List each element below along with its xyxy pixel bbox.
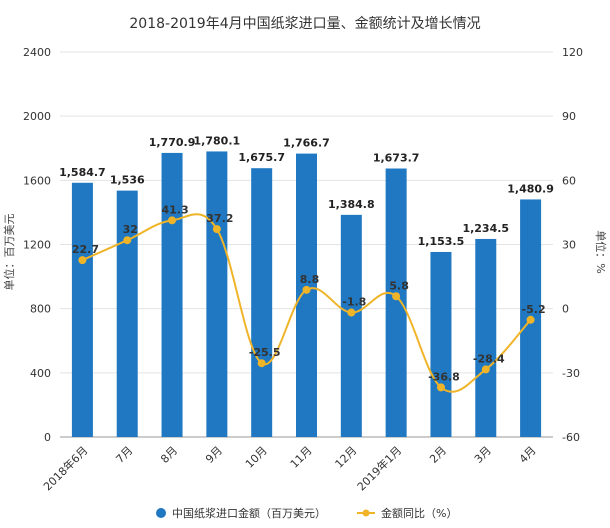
left-axis-ticks: 0 400 800 1200 1600 2000 2400 (23, 46, 51, 444)
bar (340, 214, 362, 437)
legend: 中国纸浆进口金额（百万美元） 金额同比（%） (156, 506, 457, 520)
line-data-label: 41.3 (161, 203, 188, 216)
legend-bar-marker (156, 508, 166, 518)
line-series: 22.7 32 41.3 37.2 -25.5 8.8 -1.8 5.8 -36.8 -28.4 -… (72, 203, 546, 393)
right-tick-label: 90 (562, 110, 576, 123)
right-tick-label: 60 (562, 174, 576, 187)
bar-data-label: 1,770.9 (149, 136, 196, 149)
x-tick-label: 4月 (517, 444, 539, 466)
x-tick-label: 9月 (203, 444, 225, 466)
x-tick-label: 8月 (158, 444, 180, 466)
line-point (526, 315, 535, 324)
line-point (123, 236, 132, 245)
line-point (168, 216, 177, 225)
bar (251, 168, 273, 437)
x-tick-label: 2018年6月 (40, 443, 90, 493)
right-axis-label: 单位：% (594, 230, 608, 273)
bar-data-label: 1,584.7 (59, 166, 106, 179)
line-point (302, 285, 311, 294)
line-data-label: 22.7 (72, 243, 99, 256)
bar-data-label: 1,234.5 (462, 222, 509, 235)
x-tick-label: 11月 (288, 444, 315, 471)
chart-title: 2018-2019年4月中国纸浆进口量、金额统计及增长情况 (129, 16, 480, 32)
x-tick-label: 3月 (472, 444, 494, 466)
left-tick-label: 800 (30, 303, 51, 316)
bar (296, 153, 317, 438)
line-data-label: -36.8 (428, 370, 460, 383)
left-tick-label: 0 (44, 431, 51, 444)
line-data-label: -5.2 (522, 303, 546, 316)
bar-data-label: 1,480.9 (507, 182, 554, 195)
line-point (257, 359, 266, 368)
line-data-label: -28.4 (473, 352, 505, 365)
bar-data-label: 1,536 (110, 174, 145, 187)
line-data-label: 5.8 (389, 279, 409, 292)
bar-data-label: 1,675.7 (238, 151, 285, 164)
bar (206, 151, 228, 437)
line-point (481, 365, 490, 374)
right-tick-label: 0 (562, 303, 569, 316)
line-point (212, 225, 221, 234)
x-tick-label: 12月 (333, 444, 360, 471)
line-point (392, 292, 401, 301)
bar-data-label: 1,780.1 (194, 134, 241, 147)
right-tick-label: 120 (562, 46, 583, 59)
line-data-label: -25.5 (249, 346, 281, 359)
line-data-label: 37.2 (206, 212, 233, 225)
bar (385, 168, 407, 437)
legend-bar-label: 中国纸浆进口金额（百万美元） (172, 506, 326, 520)
x-tick-label: 10月 (243, 444, 270, 471)
line-point (347, 308, 356, 317)
bar-data-label: 1,153.5 (418, 235, 465, 248)
bar-data-label: 1,384.8 (328, 198, 375, 211)
left-tick-label: 2000 (23, 110, 51, 123)
right-tick-label: -60 (562, 431, 580, 444)
left-tick-label: 400 (30, 367, 51, 380)
bar (161, 152, 183, 437)
bar (116, 190, 138, 437)
right-tick-label: -30 (562, 367, 580, 380)
left-tick-label: 1600 (23, 174, 51, 187)
bar-series (71, 151, 542, 438)
right-tick-label: 30 (562, 239, 576, 252)
x-tick-label: 2月 (427, 444, 449, 466)
bar-data-label: 1,766.7 (283, 137, 330, 150)
bar (71, 182, 93, 437)
line-data-label: -1.8 (342, 296, 366, 309)
bar-data-label: 1,673.7 (373, 152, 420, 165)
line-data-label: 8.8 (300, 273, 320, 286)
left-tick-label: 2400 (23, 46, 51, 59)
legend-line-label: 金额同比（%） (381, 506, 457, 520)
bar (430, 251, 452, 437)
legend-line-dot (362, 509, 370, 517)
line-point (78, 256, 87, 265)
x-tick-label: 2019年1月 (354, 443, 404, 493)
bar-data-labels: 1,584.7 1,536 1,770.91,780.1 1,675.71,766.7… (59, 134, 554, 248)
line-point (436, 383, 445, 392)
bar (475, 238, 497, 437)
left-axis-label: 单位：百万美元 (2, 214, 16, 291)
line-data-label: 32 (123, 223, 138, 236)
right-axis-ticks: -60 -30 0 30 60 90 120 (562, 46, 583, 444)
left-tick-label: 1200 (23, 239, 51, 252)
x-tick-label: 7月 (113, 444, 135, 466)
